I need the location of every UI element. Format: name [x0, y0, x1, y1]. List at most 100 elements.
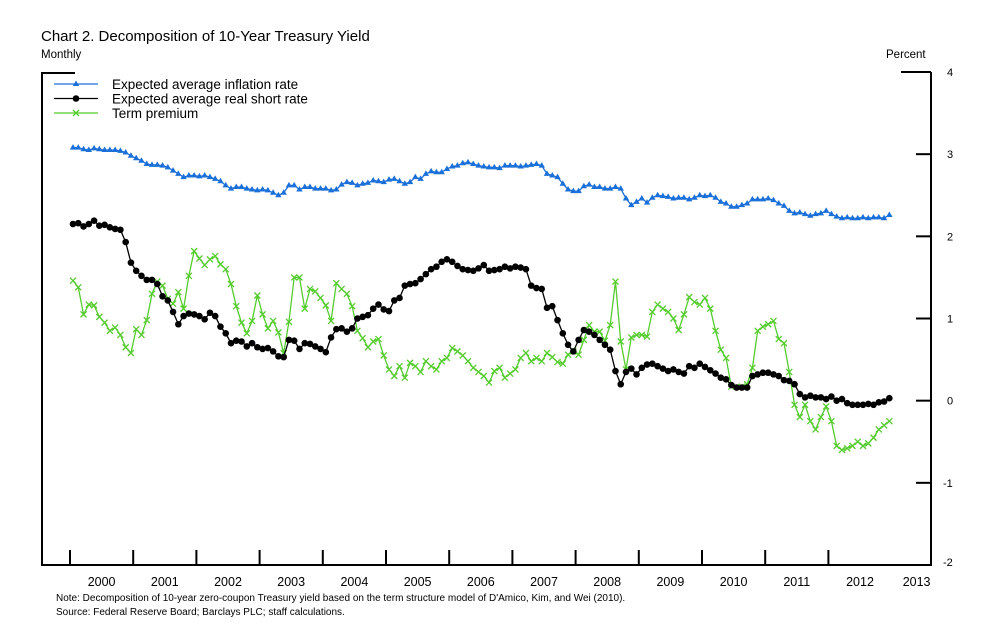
data-point	[580, 336, 588, 344]
data-point	[633, 331, 640, 339]
data-point	[227, 280, 235, 288]
data-point	[90, 301, 98, 309]
data-point	[196, 312, 203, 320]
data-point	[648, 308, 656, 316]
data-point	[485, 267, 493, 275]
data-point	[748, 364, 756, 372]
data-point	[343, 290, 351, 298]
data-point	[364, 343, 372, 351]
data-point	[127, 259, 135, 266]
data-point	[227, 339, 235, 347]
data-point	[122, 343, 130, 351]
data-point	[354, 315, 361, 322]
data-point	[417, 368, 425, 376]
data-point	[333, 185, 340, 192]
data-point	[269, 189, 277, 195]
data-point	[822, 402, 830, 410]
data-point	[548, 302, 556, 310]
data-point	[638, 364, 646, 372]
data-point	[72, 109, 80, 117]
data-point	[280, 353, 287, 361]
data-point	[822, 207, 830, 213]
data-point	[865, 214, 872, 221]
data-point	[80, 223, 87, 230]
data-point	[722, 199, 730, 206]
data-point	[111, 146, 119, 153]
data-point	[248, 317, 256, 325]
data-point	[854, 401, 862, 409]
data-point	[190, 311, 198, 318]
data-point	[291, 181, 298, 188]
data-point	[801, 210, 809, 217]
data-point	[864, 400, 872, 408]
data-point	[369, 338, 377, 345]
data-point	[522, 265, 530, 273]
data-point	[422, 170, 430, 176]
data-point	[116, 331, 124, 339]
data-point	[138, 272, 145, 280]
data-point	[375, 301, 382, 308]
data-point	[885, 417, 893, 425]
data-point	[417, 175, 424, 181]
data-point	[85, 146, 92, 153]
data-point	[101, 221, 108, 229]
y-tick-label: 4	[947, 67, 953, 79]
data-point	[880, 214, 888, 221]
data-point	[211, 312, 219, 320]
data-point	[132, 267, 140, 275]
data-point	[222, 265, 230, 273]
data-point	[849, 214, 856, 221]
data-point	[380, 178, 387, 185]
data-point	[148, 290, 156, 298]
data-point	[396, 362, 403, 370]
data-point	[243, 329, 251, 337]
data-point	[85, 301, 93, 308]
data-point	[786, 207, 793, 213]
data-point	[306, 285, 314, 293]
data-point	[844, 213, 851, 220]
data-point	[622, 368, 630, 376]
data-point	[780, 376, 788, 384]
data-point	[864, 439, 872, 447]
data-point	[285, 318, 293, 326]
x-axis-ticks: 2000 2001 2002 2003 2004 2005 2006 2007 2008 2009…	[69, 550, 931, 589]
data-point	[106, 223, 114, 231]
data-point	[528, 161, 535, 167]
data-point	[206, 173, 214, 180]
data-point	[664, 308, 672, 316]
data-point	[833, 442, 841, 450]
data-point	[433, 168, 440, 175]
data-point	[712, 327, 719, 335]
data-point	[796, 413, 804, 421]
data-point	[390, 297, 398, 304]
data-point	[122, 238, 129, 246]
data-point	[554, 173, 561, 180]
data-point	[654, 191, 661, 198]
data-point	[275, 352, 282, 360]
data-point	[175, 320, 182, 328]
data-point	[817, 413, 825, 421]
data-point	[117, 147, 124, 153]
data-point	[812, 210, 819, 217]
data-point	[285, 336, 293, 344]
data-point	[670, 366, 677, 373]
x-tick-label: 2004	[340, 575, 368, 589]
data-point	[838, 395, 846, 403]
data-point	[617, 338, 625, 345]
data-point	[770, 317, 777, 325]
data-point	[406, 280, 414, 288]
data-point	[607, 185, 614, 191]
data-point	[338, 325, 345, 332]
data-point	[717, 374, 725, 381]
data-point	[606, 346, 614, 354]
data-point	[296, 273, 303, 281]
data-point	[153, 280, 161, 288]
data-point	[680, 310, 688, 318]
data-point	[822, 395, 830, 403]
data-point	[533, 160, 540, 167]
data-point	[232, 337, 240, 344]
x-tick-label: 2009	[656, 575, 684, 589]
data-point	[570, 187, 577, 194]
data-point	[517, 354, 525, 362]
data-point	[759, 323, 767, 331]
